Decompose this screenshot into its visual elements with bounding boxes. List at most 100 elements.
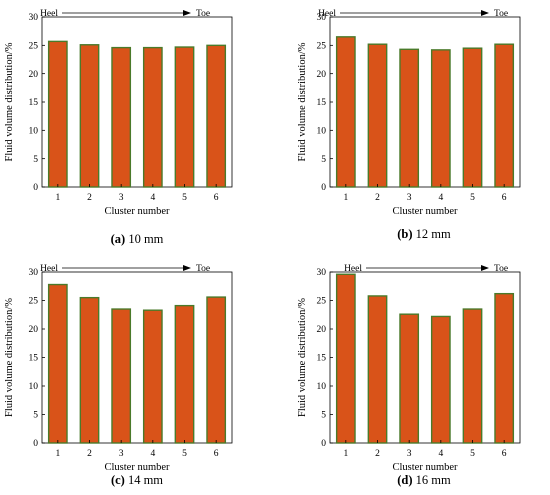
panel-2-xtick-label-2: 3 bbox=[407, 193, 412, 203]
panel-2-xtick-label-1: 2 bbox=[375, 193, 380, 203]
panel-4-ytick-label-4: 20 bbox=[317, 325, 327, 335]
panel-4-xtick-label-4: 5 bbox=[470, 449, 475, 459]
panel-2-bar-4 bbox=[430, 49, 451, 188]
panel-1-ytick-label-1: 5 bbox=[33, 155, 38, 165]
panel-2: 0 5 10 15 20 25 30 1 2 3 4 5 6 Cluster number Fluid vo… bbox=[297, 9, 521, 241]
panel-3-caption-text: 14 mm bbox=[128, 473, 163, 487]
panel-2-bar-6 bbox=[494, 43, 515, 188]
panel-2-ytick-label-5: 25 bbox=[317, 42, 327, 52]
panel-3-ytick-label-1: 5 bbox=[33, 411, 38, 421]
panel-2-bar-3 bbox=[399, 48, 420, 188]
panel-4-ytick-label-1: 5 bbox=[321, 411, 326, 421]
panel-4-caption-text: 16 mm bbox=[416, 473, 451, 487]
panel-2-ytick-label-1: 5 bbox=[321, 155, 326, 165]
panel-4-bar-4 bbox=[430, 315, 451, 444]
panel-1-xtick-label-1: 2 bbox=[87, 193, 92, 203]
panel-1-bar-4 bbox=[142, 46, 163, 188]
panel-3-ytick-label-2: 10 bbox=[29, 382, 39, 392]
panel-2-ytick-label-4: 20 bbox=[317, 70, 327, 80]
panel-4-ytick-label-5: 25 bbox=[317, 297, 327, 307]
panel-4-bar-1 bbox=[335, 273, 356, 444]
panel-4-xtick-label-2: 3 bbox=[407, 449, 412, 459]
panel-3-ytick-label-0: 0 bbox=[33, 439, 38, 449]
panel-3-bar-5 bbox=[174, 304, 195, 444]
panel-3-xtick-label-0: 1 bbox=[55, 449, 60, 459]
panel-1-toe-label: Toe bbox=[196, 9, 210, 19]
panel-3-ytick-label-5: 25 bbox=[29, 297, 39, 307]
panel-3-bar-4 bbox=[142, 309, 163, 444]
panel-3-xtick-label-4: 5 bbox=[182, 449, 187, 459]
panel-4: 0 5 10 15 20 25 30 1 2 3 4 5 6 Cluster number Fluid vo… bbox=[297, 264, 521, 487]
panel-4-xtick-label-5: 6 bbox=[502, 449, 507, 459]
panel-3: 0 5 10 15 20 25 30 1 2 3 4 5 6 Cluster number Fluid vo… bbox=[4, 264, 233, 487]
panel-3-y-axis-label: Fluid volume distribution/% bbox=[4, 298, 15, 417]
panel-4-bar-6 bbox=[494, 292, 515, 444]
panel-1-caption: (a) 10 mm bbox=[111, 232, 164, 246]
panel-3-ytick-label-4: 20 bbox=[29, 325, 39, 335]
panel-1-ytick-label-3: 15 bbox=[29, 98, 39, 108]
panel-2-xtick-label-5: 6 bbox=[502, 193, 507, 203]
panel-3-bar-3 bbox=[111, 308, 132, 444]
panel-4-ytick-label-0: 0 bbox=[321, 439, 326, 449]
panel-1-xtick-label-0: 1 bbox=[55, 193, 60, 203]
panel-2-ytick-label-2: 10 bbox=[317, 127, 327, 137]
panel-1-ytick-label-5: 25 bbox=[29, 42, 39, 52]
panel-1-bar-1 bbox=[47, 40, 68, 188]
panel-1-heel-label: Heel bbox=[40, 9, 58, 19]
panel-1-ytick-label-6: 30 bbox=[29, 13, 39, 23]
panel-4-xtick-label-1: 2 bbox=[375, 449, 380, 459]
panel-3-xtick-label-3: 4 bbox=[150, 449, 155, 459]
panel-3-caption-label: (c) bbox=[111, 473, 125, 487]
panel-1-xtick-label-3: 4 bbox=[150, 193, 155, 203]
panel-3-caption: (c) 14 mm bbox=[111, 473, 163, 487]
panel-4-ytick-label-2: 10 bbox=[317, 382, 327, 392]
panel-1-caption-label: (a) bbox=[111, 232, 126, 246]
panel-1-bar-5 bbox=[174, 46, 195, 188]
panel-1: 0 5 10 15 20 25 30 1 2 3 4 5 6 Cluster number Fluid vo… bbox=[4, 9, 233, 246]
panel-2-heel-label: Heel bbox=[318, 9, 336, 19]
panel-3-bar-1 bbox=[47, 283, 68, 444]
panel-2-caption-text: 12 mm bbox=[416, 227, 451, 241]
panel-4-xtick-label-3: 4 bbox=[438, 449, 443, 459]
panel-2-ytick-label-3: 15 bbox=[317, 98, 327, 108]
panel-1-bar-3 bbox=[111, 46, 132, 188]
panel-2-caption-label: (b) bbox=[397, 227, 412, 241]
panel-4-caption-label: (d) bbox=[397, 473, 412, 487]
panel-3-plot-frame bbox=[41, 271, 233, 444]
panel-1-plot-frame bbox=[41, 16, 233, 188]
panel-4-plot-frame bbox=[329, 271, 521, 444]
panel-3-xtick-label-1: 2 bbox=[87, 449, 92, 459]
panel-1-xtick-label-4: 5 bbox=[182, 193, 187, 203]
panel-2-bar-2 bbox=[367, 43, 388, 188]
panel-1-bar-2 bbox=[79, 44, 100, 188]
panel-1-ytick-label-2: 10 bbox=[29, 127, 39, 137]
panel-2-xtick-label-3: 4 bbox=[438, 193, 443, 203]
panel-2-toe-label: Toe bbox=[494, 9, 508, 19]
panel-3-xtick-label-2: 3 bbox=[119, 449, 124, 459]
panel-1-caption-text: 10 mm bbox=[128, 232, 163, 246]
panel-4-y-axis-label: Fluid volume distribution/% bbox=[297, 298, 308, 417]
panel-3-bar-2 bbox=[79, 296, 100, 444]
panel-2-xtick-label-4: 5 bbox=[470, 193, 475, 203]
panel-1-xtick-label-5: 6 bbox=[214, 193, 219, 203]
panel-4-bar-2 bbox=[367, 295, 388, 444]
panel-2-ytick-label-6: 30 bbox=[317, 13, 327, 23]
panel-2-caption: (b) 12 mm bbox=[397, 227, 451, 241]
panel-3-ytick-label-3: 15 bbox=[29, 354, 39, 364]
panel-1-ytick-label-4: 20 bbox=[29, 70, 39, 80]
panel-4-xtick-label-0: 1 bbox=[343, 449, 348, 459]
panel-2-plot-frame bbox=[329, 16, 521, 188]
panel-2-ytick-label-0: 0 bbox=[321, 183, 326, 193]
panel-2-bar-1 bbox=[335, 36, 356, 188]
panel-1-ytick-label-0: 0 bbox=[33, 183, 38, 193]
panel-1-y-axis-label: Fluid volume distribution/% bbox=[4, 42, 15, 161]
panel-3-heel-label: Heel bbox=[40, 264, 58, 274]
panel-4-ytick-label-6: 30 bbox=[317, 268, 327, 278]
panel-1-xtick-label-2: 3 bbox=[119, 193, 124, 203]
panel-4-caption: (d) 16 mm bbox=[397, 473, 451, 487]
panel-2-bar-5 bbox=[462, 47, 483, 188]
panel-1-bar-6 bbox=[206, 44, 227, 188]
panel-1-x-axis-label: Cluster number bbox=[104, 206, 170, 217]
panel-2-y-axis-label: Fluid volume distribution/% bbox=[297, 42, 308, 161]
